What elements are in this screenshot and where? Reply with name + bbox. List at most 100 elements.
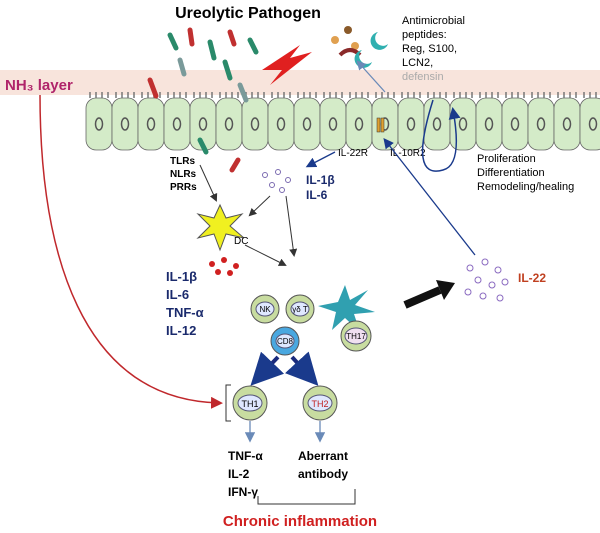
- epithelial-cell: [120, 117, 130, 131]
- epithelium: [85, 92, 600, 151]
- epithelial-cell: [302, 117, 312, 131]
- nh3-label: NH₃ layer: [5, 77, 73, 94]
- dc-label: DC: [234, 236, 248, 247]
- epithelial-cell: [328, 117, 338, 131]
- outcome: Remodeling/healing: [477, 181, 574, 193]
- th1-product: TNF-α: [228, 449, 263, 463]
- th2-product: Aberrant: [298, 449, 348, 463]
- epithelial-cell: [319, 97, 347, 151]
- arrow: [250, 351, 285, 386]
- cytokine: IL-1β: [166, 269, 197, 284]
- cell-label: TH17: [346, 332, 366, 341]
- epithelial-cytokines: IL-1β IL-6: [306, 173, 335, 202]
- epithelial-cell: [449, 97, 477, 151]
- epithelial-cell: [345, 97, 373, 151]
- macrophage: [318, 285, 375, 332]
- epithelial-cell: [224, 117, 234, 131]
- arrow: [305, 151, 336, 168]
- receptor: [380, 117, 385, 133]
- outcome: Proliferation: [477, 153, 536, 165]
- cytokine: IL-12: [166, 323, 196, 338]
- receptor: [376, 117, 381, 133]
- arrow: [421, 99, 461, 172]
- epithelial-cell: [198, 117, 208, 131]
- bracket: [225, 384, 231, 422]
- nucleus: [307, 394, 333, 412]
- th2-product: antibody: [298, 467, 348, 481]
- bracket: [257, 489, 356, 505]
- epithelial-cell: [501, 97, 529, 151]
- outcomes: Proliferation Differentiation Remodeling…: [477, 153, 574, 193]
- title: Ureolytic Pathogen: [175, 5, 321, 22]
- antimicrobial-line: Reg, S100,: [402, 43, 457, 55]
- arrow: [285, 351, 319, 386]
- il22-label: IL-22: [518, 271, 546, 285]
- cell-label: CD8: [277, 337, 294, 346]
- epithelial-cell: [111, 97, 139, 151]
- th1-label: TH1: [241, 399, 258, 409]
- cell-label: γδ T: [292, 305, 308, 314]
- epithelial-cell: [276, 117, 286, 131]
- epithelial-cell: [397, 97, 425, 151]
- epithelial-cell: [510, 117, 520, 131]
- epithelial-cell: [137, 97, 165, 151]
- th1-product: IFN-γ: [228, 485, 258, 499]
- antimicrobial-line: Antimicrobial: [402, 15, 465, 27]
- epithelial-cell: [354, 117, 364, 131]
- mucus-layer: [0, 70, 600, 95]
- arrow: [285, 195, 298, 257]
- pattern-receptors: TLRs NLRs PRRs: [170, 156, 197, 193]
- th1-product: IL-2: [228, 467, 250, 481]
- epithelial-cytokine-dots: [262, 169, 291, 193]
- antimicrobial-faded: defensin: [402, 71, 444, 83]
- epithelial-cell: [85, 97, 113, 151]
- epithelial-cell: [172, 117, 182, 131]
- dendritic-cell: [196, 203, 245, 252]
- arrow: [244, 244, 287, 266]
- cell-label: NK: [259, 305, 271, 314]
- th2-label: TH2: [311, 399, 328, 409]
- epithelial-cell: [293, 97, 321, 151]
- arrow: [248, 195, 271, 217]
- pattern-receptor: TLRs: [170, 156, 195, 167]
- lightning: [262, 45, 312, 85]
- arrow: [199, 164, 218, 202]
- receptor-label: IL-10R2: [390, 148, 426, 159]
- epithelial-cell: [458, 117, 468, 131]
- antimicrobial: Antimicrobial peptides: Reg, S100, LCN2,…: [402, 15, 465, 83]
- dc-cytokines: IL-1β IL-6 TNF-α IL-12: [166, 269, 204, 338]
- footer: Chronic inflammation: [223, 513, 377, 530]
- antimicrobial-line: peptides:: [402, 29, 447, 41]
- il22-dots: [464, 258, 509, 302]
- epithelial-cell: [553, 97, 581, 151]
- epithelial-cell: [484, 117, 494, 131]
- epithelial-cell: [215, 97, 243, 151]
- epithelial-cell: [241, 97, 269, 151]
- cells: NK γδ T TH17 CD8: [250, 294, 372, 356]
- big-arrow-head: [436, 280, 455, 300]
- outcome: Differentiation: [477, 167, 545, 179]
- arrow: [356, 60, 386, 93]
- arrow: [383, 137, 476, 256]
- epithelial-cell: [432, 117, 442, 131]
- epithelial-cell: [536, 117, 546, 131]
- epithelial-cell: [588, 117, 598, 131]
- products: TNF-α IL-2 IFN-γ Aberrant antibody: [228, 449, 348, 499]
- epithelial-cell: [163, 97, 191, 151]
- big-arrow: [403, 286, 442, 309]
- dc-cytokine-dots: [209, 257, 239, 276]
- cytokine: IL-1β: [306, 173, 335, 187]
- pattern-receptor: NLRs: [170, 169, 197, 180]
- epithelial-cell: [250, 117, 260, 131]
- epithelial-cell: [527, 97, 555, 151]
- epithelial-cell: [562, 117, 572, 131]
- epithelial-cell: [94, 117, 104, 131]
- cytokine: TNF-α: [166, 305, 204, 320]
- receptor-label: IL-22R: [338, 148, 368, 159]
- bacteria: [147, 27, 259, 173]
- nucleus: [237, 394, 263, 412]
- epithelial-cell: [267, 97, 295, 151]
- peptides: [331, 26, 388, 68]
- epithelial-cell: [475, 97, 503, 151]
